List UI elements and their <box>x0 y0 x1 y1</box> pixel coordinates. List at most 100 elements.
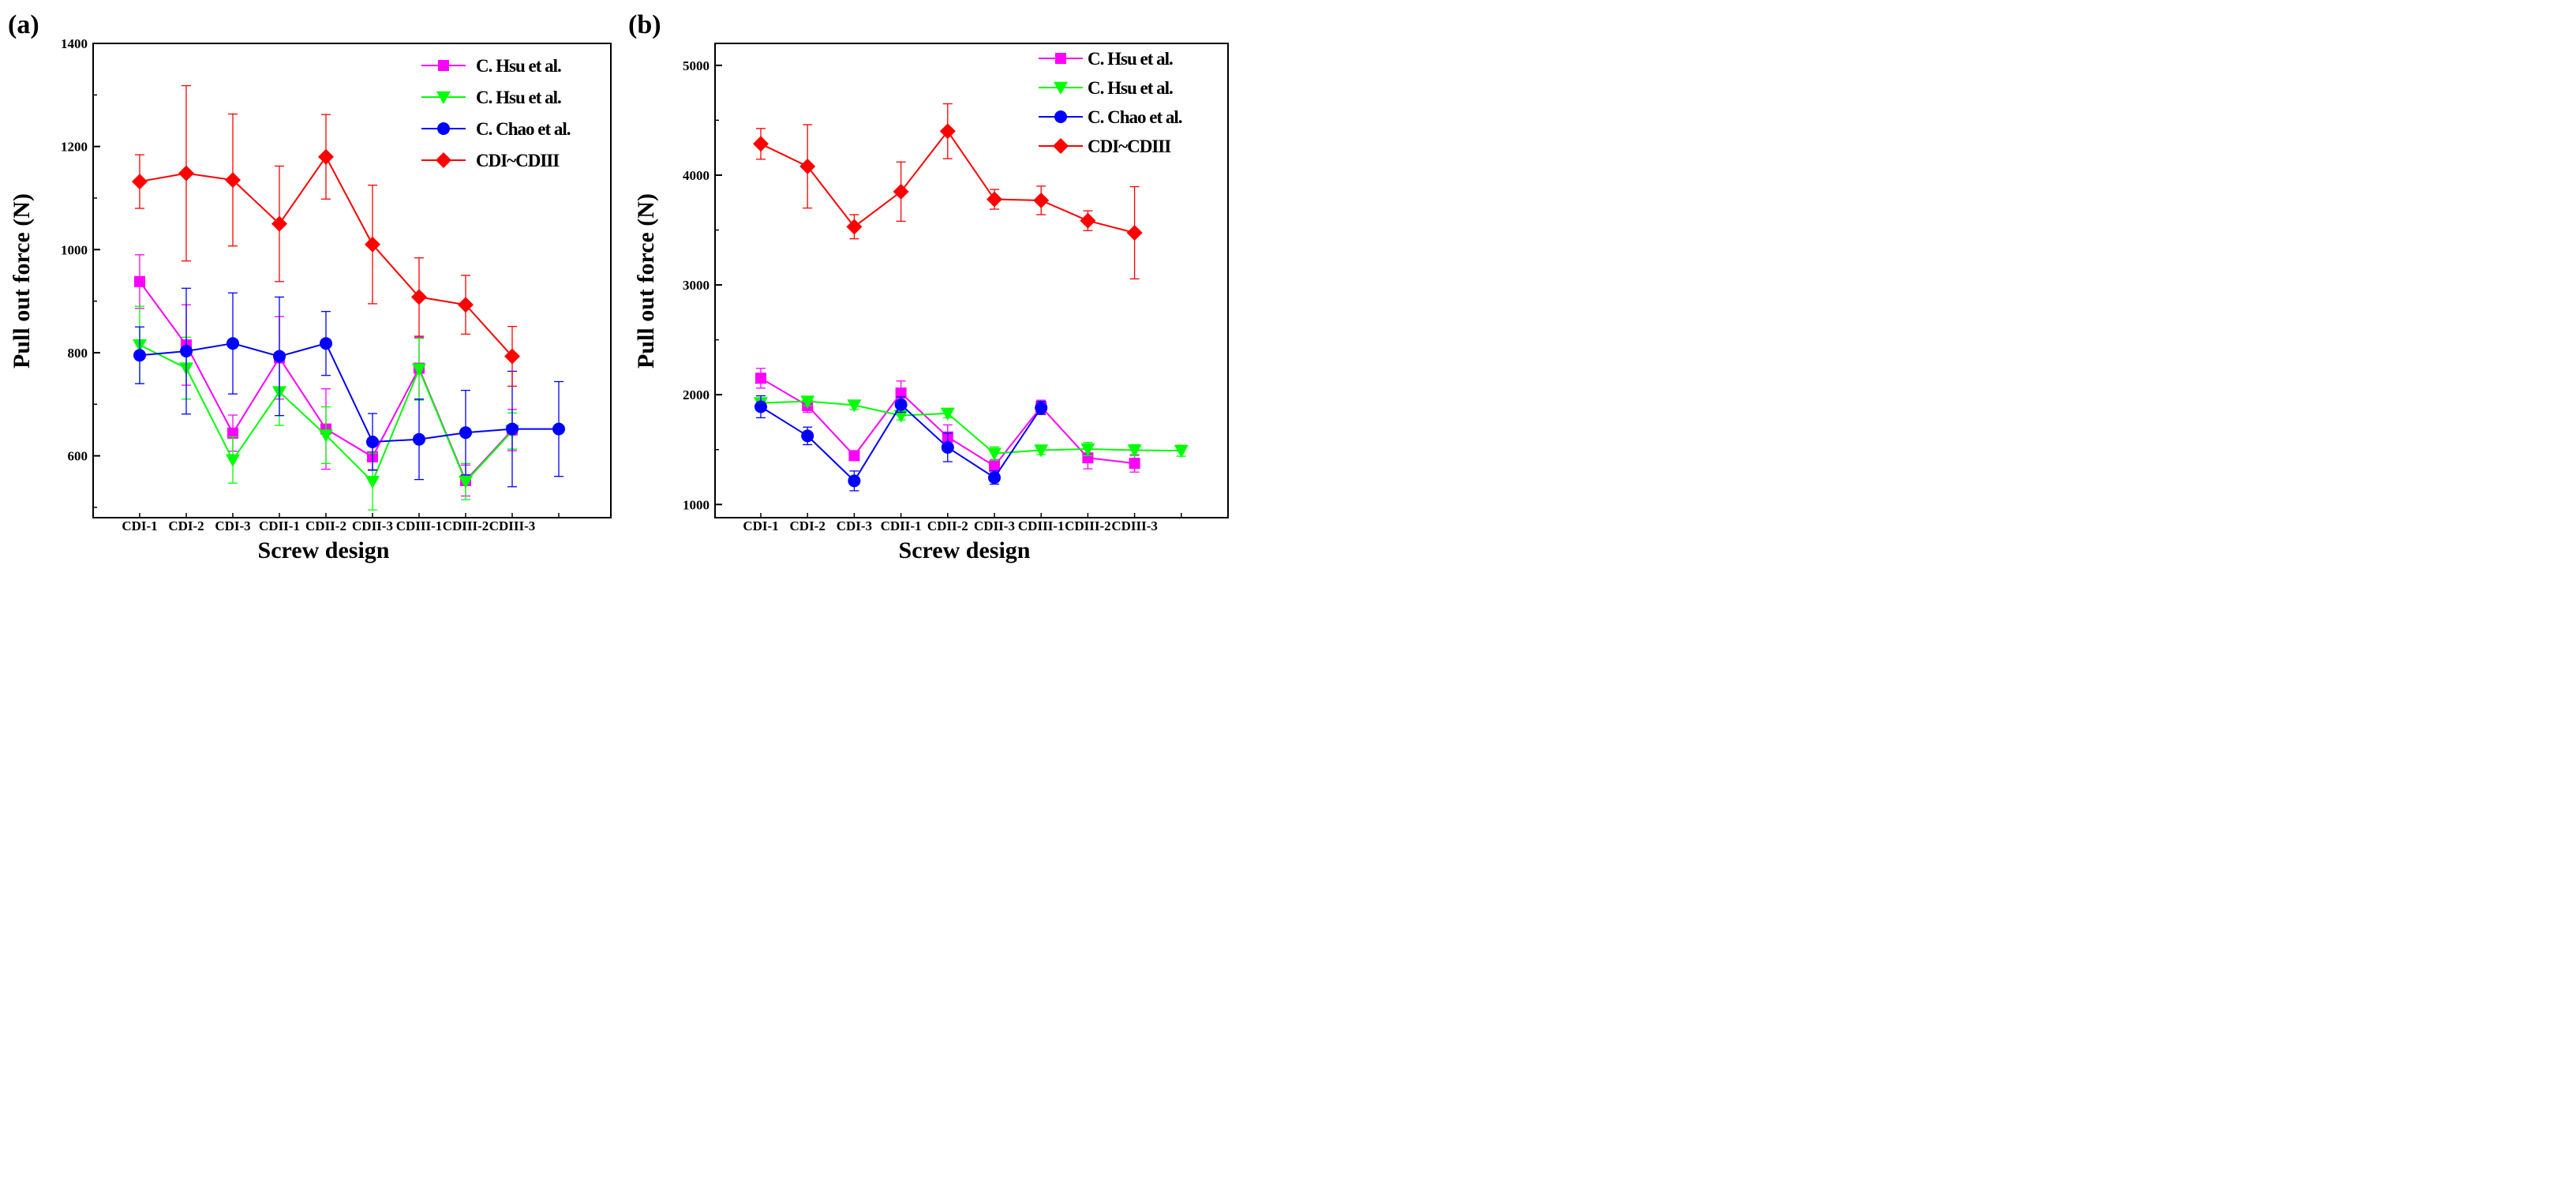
y-tick-label: 3000 <box>683 278 710 293</box>
legend-marker <box>438 60 449 71</box>
y-tick-label: 1000 <box>683 497 710 512</box>
data-point <box>459 476 473 489</box>
x-tick-label: CDII-2 <box>927 518 968 533</box>
y-tick-label: 1200 <box>61 140 88 155</box>
x-tick-label: CDIII-1 <box>1018 518 1065 533</box>
data-point <box>365 476 380 489</box>
data-point <box>506 422 519 436</box>
panel-a-plot-frame <box>92 43 612 518</box>
y-tick-label: 2000 <box>683 387 710 402</box>
data-point <box>319 429 333 443</box>
legend-entry: C. Chao et al. <box>1039 107 1183 127</box>
legend-marker <box>1053 138 1069 154</box>
data-point <box>1126 224 1143 241</box>
data-point <box>226 454 240 467</box>
legend-entry: CDI~CDIII <box>421 151 560 170</box>
data-point <box>940 407 955 421</box>
panel-a-y-axis-title: Pull out force (N) <box>9 193 35 369</box>
panel-b-series <box>753 103 1189 492</box>
x-tick-label: CDIII-3 <box>489 518 536 533</box>
series-line <box>760 400 1181 455</box>
series-4 <box>753 103 1143 280</box>
data-point <box>133 349 146 362</box>
data-point <box>411 289 427 305</box>
series-4 <box>132 84 520 387</box>
data-point <box>320 337 332 350</box>
x-tick-label: CDI-3 <box>215 518 250 533</box>
series-3 <box>754 395 1048 492</box>
legend-entry: CDI~CDIII <box>1039 137 1172 156</box>
data-point <box>413 432 425 446</box>
data-point <box>848 474 861 488</box>
data-point <box>895 387 907 399</box>
data-point <box>366 435 379 448</box>
panel-a: (a) Screw design Pull out force (N) 600 8… <box>8 10 612 563</box>
x-tick-label: CDIII-1 <box>396 518 443 533</box>
data-point <box>893 183 909 200</box>
data-point <box>1174 444 1189 458</box>
panel-b: (b) Screw design Pull out force (N) 1000… <box>628 10 1229 563</box>
legend-marker <box>1054 81 1068 95</box>
data-point <box>989 460 1000 472</box>
data-point <box>847 399 862 413</box>
data-point <box>893 410 908 423</box>
figure: (a) Screw design Pull out force (N) 600 8… <box>8 10 1229 563</box>
data-point <box>458 297 474 313</box>
legend-label: C. Hsu et al. <box>1088 78 1173 98</box>
legend-marker <box>437 122 450 135</box>
panel-b-label: (b) <box>628 10 661 39</box>
data-point <box>894 398 908 411</box>
data-point <box>225 172 241 189</box>
data-point <box>1035 401 1048 414</box>
series-2 <box>754 395 1189 461</box>
data-point <box>1129 458 1140 470</box>
x-tick-label: CDII-2 <box>305 518 346 533</box>
legend-label: C. Hsu et al. <box>1088 49 1173 69</box>
x-tick-label: CDII-3 <box>352 518 393 533</box>
x-tick-label: CDII-1 <box>259 518 300 533</box>
legend-label: C. Hsu et al. <box>476 56 561 76</box>
x-tick-label: CDII-3 <box>974 518 1015 533</box>
legend-entry: C. Chao et al. <box>421 119 571 139</box>
legend-label: CDI~CDIII <box>476 151 560 170</box>
panel-a-series <box>132 84 565 511</box>
panel-a-x-axis-title: Screw design <box>258 537 390 563</box>
panel-b-legend: C. Hsu et al. C. Hsu et al. C. Chao et al.… <box>1039 49 1183 156</box>
legend-marker <box>436 152 451 168</box>
legend-entry: C. Hsu et al. <box>1039 78 1174 98</box>
data-point <box>1127 444 1142 458</box>
data-point <box>939 123 956 140</box>
data-point <box>800 395 815 409</box>
legend-entry: C. Hsu et al. <box>421 88 562 107</box>
data-point <box>273 350 286 363</box>
data-point <box>227 427 238 439</box>
data-point <box>1034 444 1049 458</box>
y-tick-label: 600 <box>68 449 88 464</box>
data-point <box>799 158 816 174</box>
data-point <box>753 136 769 152</box>
x-tick-label: CDI-1 <box>743 518 778 533</box>
data-point <box>846 219 863 235</box>
panel-b-y-axis-title: Pull out force (N) <box>633 193 659 369</box>
x-tick-label: CDIII-2 <box>1065 518 1111 533</box>
data-point <box>132 174 148 190</box>
data-point <box>552 422 565 436</box>
legend-marker <box>1055 53 1066 64</box>
legend-label: CDI~CDIII <box>1088 137 1171 156</box>
legend-label: C. Chao et al. <box>476 119 571 139</box>
y-tick-label: 800 <box>68 346 88 361</box>
data-point <box>178 165 194 181</box>
panel-b-plot-frame <box>714 43 1229 518</box>
panel-b-ticks: 1000 2000 3000 4000 5000 CDI-1 CDI-2 CDI-3 CDII-… <box>683 58 1182 533</box>
data-point <box>848 450 860 462</box>
series-line <box>139 342 559 443</box>
data-point <box>988 471 1001 485</box>
panel-b-x-axis-title: Screw design <box>899 537 1031 563</box>
data-point <box>1080 212 1096 229</box>
legend-marker <box>1054 110 1067 123</box>
data-point <box>987 447 1002 461</box>
data-point <box>1033 192 1050 208</box>
data-point <box>801 429 814 443</box>
x-tick-label: CDII-1 <box>881 518 922 533</box>
legend-marker <box>436 91 451 104</box>
